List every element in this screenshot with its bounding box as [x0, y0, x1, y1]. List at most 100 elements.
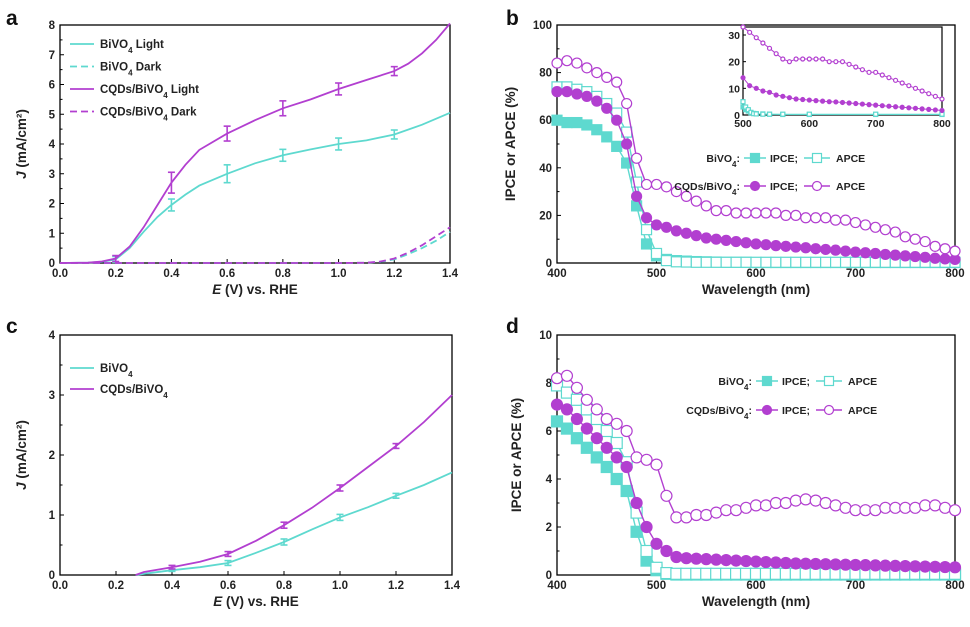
- inset-x-tick-label: 600: [801, 118, 819, 130]
- panel-d-data-point: [670, 550, 683, 564]
- panel-d-data-point: [859, 504, 872, 517]
- panel-a-legend-label: BiVO4 Dark: [100, 62, 162, 78]
- panel-c-series-line: [135, 394, 453, 576]
- panel-a-legend-label: BiVO4 Light: [100, 39, 164, 55]
- panel-b-data-point: [949, 245, 961, 257]
- panel-b-data-point: [780, 209, 792, 221]
- panel-d-data-point: [700, 508, 713, 522]
- chart-panel-a: 0.0 0.2 0.4 0.6 0.8 1.0 1.2 1.4 0 1 2 3 4 5 6 7 8 E (V) v…: [14, 20, 459, 297]
- panel-b-data-point: [899, 250, 911, 262]
- panel-c-x-tick-label: 0.2: [108, 580, 124, 592]
- panel-d-data-point: [550, 415, 564, 428]
- panel-b-y-axis-label: IPCE or APCE (%): [503, 87, 518, 201]
- panel-c-series-line: [135, 471, 453, 576]
- panel-d-data-point: [600, 412, 613, 426]
- panel-d-data-point: [620, 460, 633, 474]
- panel-b-data-point: [561, 55, 573, 67]
- panel-b-data-point: [899, 231, 911, 243]
- inset-data-point: [886, 75, 892, 81]
- inset-x-tick-label: 700: [867, 118, 885, 130]
- panel-b-data-point: [770, 207, 782, 219]
- panel-d-data-point: [879, 559, 892, 572]
- panel-d-data-point: [570, 412, 584, 426]
- panel-b-data-point: [820, 256, 832, 268]
- inset-data-point: [912, 85, 919, 91]
- inset-data-point: [780, 111, 786, 117]
- chart-panel-c: 0.0 0.2 0.4 0.6 0.8 1.0 1.2 1.4 0 1 2 3 4 E (V) vs. R…: [14, 330, 461, 609]
- panel-b-data-point: [621, 97, 633, 110]
- inset-data-point: [919, 88, 925, 94]
- panel-a-x-tick-label: 1.0: [331, 268, 347, 280]
- panel-c-x-tick-label: 0.6: [220, 580, 236, 592]
- inset-data-point: [886, 103, 892, 109]
- inset-data-point: [873, 102, 879, 108]
- panel-b-data-point: [581, 62, 593, 74]
- panel-d-legend-marker: [761, 375, 773, 387]
- panel-d-legend-apce: APCE: [848, 405, 877, 417]
- panel-d-data-point: [829, 499, 842, 512]
- panel-b-data-point: [660, 181, 673, 193]
- panel-d-data-point: [580, 393, 593, 406]
- panel-d-data-point: [759, 499, 773, 512]
- panel-d-legend-ipce: IPCE;: [782, 376, 810, 388]
- panel-d-data-point: [660, 544, 673, 558]
- inset-data-point: [846, 100, 852, 106]
- inset-data-point: [819, 56, 826, 62]
- panel-a-legend-label: CQDs/BiVO4 Light: [100, 84, 199, 100]
- panel-d-legend-row-label: CQDs/BiVO4:: [686, 405, 752, 421]
- panel-a-y-tick-label: 8: [49, 20, 56, 32]
- panel-b-data-point: [611, 114, 623, 126]
- panel-b-data-point: [909, 250, 921, 263]
- inset-data-point: [745, 107, 751, 113]
- panel-c-x-tick-label: 0.0: [52, 580, 68, 592]
- inset-data-point: [939, 107, 945, 114]
- panel-b-data-point: [929, 252, 941, 264]
- inset-data-point: [800, 56, 806, 62]
- panel-d-y-axis-label: IPCE or APCE (%): [509, 398, 524, 512]
- panel-d-data-point: [590, 403, 603, 416]
- panel-c-x-tick-label: 1.0: [332, 580, 348, 592]
- panel-d-data-point: [560, 386, 574, 399]
- panel-b-data-point: [611, 140, 623, 152]
- panel-c-x-axis-label: E (V) vs. RHE: [213, 594, 299, 609]
- panel-d-legend-row-label: BiVO4:: [718, 376, 752, 392]
- panel-a-x-tick-label: 0.4: [163, 268, 180, 280]
- panel-d-data-point: [590, 432, 603, 445]
- panel-b-data-point: [909, 233, 921, 245]
- panel-b-x-tick-label: 700: [846, 268, 865, 280]
- panel-b-data-point: [621, 157, 633, 169]
- panel-d-y-tick-label: 2: [546, 522, 552, 534]
- panel-d-legend-apce: APCE: [848, 376, 877, 388]
- panel-d-data-point: [690, 552, 703, 565]
- panel-label-b: b: [506, 7, 519, 30]
- panel-b-data-point: [939, 253, 951, 265]
- panel-b-data-point: [919, 251, 931, 263]
- panel-b-data-point: [720, 205, 732, 217]
- panel-d-x-tick-label: 700: [846, 580, 865, 592]
- panel-d-data-point: [729, 504, 743, 517]
- panel-a-x-tick-label: 1.2: [386, 268, 402, 280]
- inset-y-tick-label: 10: [728, 83, 740, 95]
- panel-b-data-point: [690, 256, 702, 268]
- panel-b-data-point: [591, 95, 603, 107]
- panel-b-data-point: [869, 221, 882, 233]
- panel-b-data-point: [760, 207, 772, 219]
- panel-d-data-point: [749, 555, 763, 568]
- panel-b-data-point: [879, 224, 891, 236]
- panel-b-data-point: [581, 119, 593, 131]
- panel-d-y-tick-label: 0: [546, 570, 552, 582]
- panel-b-data-point: [611, 76, 623, 88]
- inset-data-point: [813, 56, 819, 62]
- panel-b-legend-apce: APCE: [836, 153, 865, 165]
- panel-d-data-point: [580, 441, 593, 454]
- inset-data-point: [760, 40, 766, 46]
- panel-d-data-point: [849, 558, 862, 572]
- panel-b-data-point: [790, 256, 802, 268]
- inset-data-point: [939, 96, 945, 102]
- panel-d-data-point: [909, 560, 922, 573]
- panel-b-data-point: [730, 235, 742, 248]
- panel-d-data-point: [640, 544, 653, 558]
- inset-data-point: [833, 59, 839, 65]
- panel-c-y-tick-label: 4: [49, 330, 56, 342]
- panel-b-data-point: [760, 239, 772, 251]
